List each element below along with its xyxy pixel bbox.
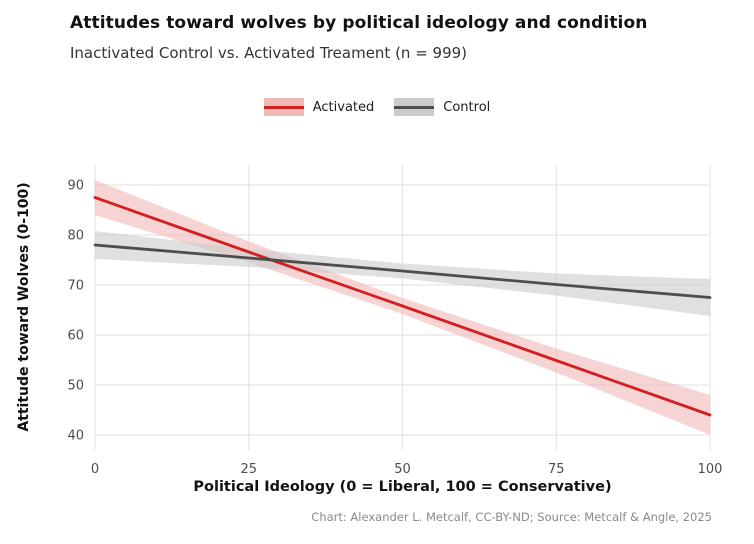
x-tick-label: 50 xyxy=(394,462,411,477)
legend-label: Activated xyxy=(312,99,375,115)
x-tick-label: 25 xyxy=(240,462,257,477)
chart-title: Attitudes toward wolves by political ide… xyxy=(70,13,648,33)
y-tick-label: 90 xyxy=(67,179,84,194)
x-tick-label: 75 xyxy=(548,462,565,477)
legend-swatch-line xyxy=(394,105,435,109)
plot-area: 40 50 60 70 80 90 0 25 50 75 100 xyxy=(67,165,723,477)
y-tick-label: 70 xyxy=(67,279,84,294)
legend-label: Control xyxy=(443,99,491,115)
x-tick-label: 0 xyxy=(91,462,99,477)
trend-line-activated xyxy=(93,196,712,417)
confidence-band-activated xyxy=(95,180,710,435)
x-axis-label: Political Ideology (0 = Liberal, 100 = C… xyxy=(193,479,612,495)
legend-swatch-control xyxy=(394,98,435,116)
trend-line-control xyxy=(93,243,712,299)
x-tick-label: 100 xyxy=(698,462,723,477)
legend: Activated Control xyxy=(0,98,754,116)
y-tick-label: 60 xyxy=(67,329,84,344)
chart-subtitle: Inactivated Control vs. Activated Treame… xyxy=(70,44,468,62)
legend-swatch-activated xyxy=(263,98,304,116)
legend-item-activated: Activated xyxy=(263,98,375,116)
legend-item-control: Control xyxy=(394,98,490,116)
y-tick-label: 80 xyxy=(67,229,84,244)
chart-caption: Chart: Alexander L. Metcalf, CC-BY-ND; S… xyxy=(311,510,712,524)
y-tick-label: 50 xyxy=(67,379,84,394)
legend-swatch-line xyxy=(263,105,304,109)
y-tick-label: 40 xyxy=(67,429,84,444)
